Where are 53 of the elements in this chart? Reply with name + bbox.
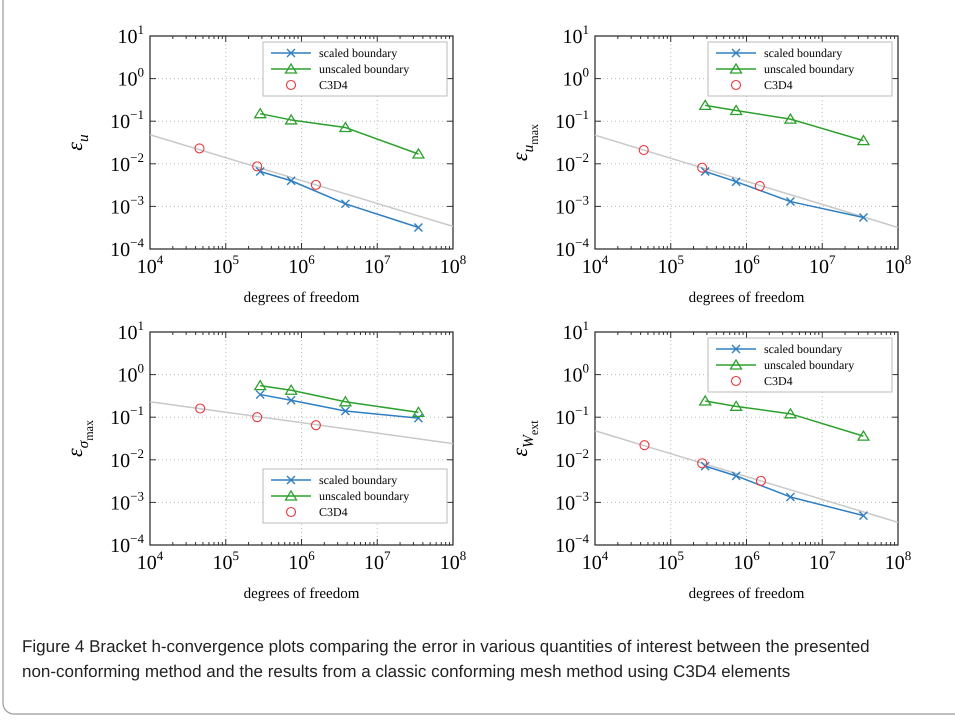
legend-label: scaled boundary: [764, 342, 842, 356]
y-tick-label: 10$^{−1}$: [110, 403, 144, 430]
y-tick-label: 10$^{−3}$: [555, 488, 589, 514]
legend-label: unscaled boundary: [764, 62, 854, 76]
y-tick-label: 10$^{−2}$: [110, 446, 144, 472]
y-tick-label: 10$^{−1}$: [555, 403, 589, 430]
y-tick-label: 10$^{0}$: [118, 360, 144, 387]
y-tick-label: 10$^{0}$: [562, 64, 589, 91]
x-tick-label: 10$^{6}$: [288, 548, 316, 574]
y-tick-label: 10$^{−2}$: [555, 150, 589, 176]
x-tick-label: 10$^{8}$: [440, 252, 466, 278]
legend-label: C3D4: [764, 78, 793, 92]
caption: Figure 4 Bracket h-convergence plots comparing the error in various quantities of interest between the presented non-conforming method and the results from a classic conforming mesh method using C3D4 elements: [22, 637, 870, 681]
x-axis-title: degrees of freedom: [244, 586, 360, 602]
x-tick-label: 10$^{7}$: [809, 252, 836, 278]
y-tick-label: 10$^{1}$: [562, 318, 589, 344]
x-tick-label: 10$^{6}$: [288, 252, 316, 278]
y-tick-label: 10$^{−2}$: [110, 150, 144, 176]
legend-label: unscaled boundary: [319, 489, 410, 503]
legend-label: scaled boundary: [319, 46, 398, 60]
legend-label: C3D4: [319, 78, 348, 92]
legend-label: C3D4: [319, 505, 348, 519]
x-tick-label: 10$^{8}$: [884, 548, 912, 574]
y-tick-label: 10$^{−3}$: [110, 192, 144, 218]
legend-label: unscaled boundary: [319, 62, 410, 76]
legend-label: scaled boundary: [319, 473, 398, 487]
y-tick-label: 10$^{−1}$: [110, 107, 144, 134]
y-tick-label: 10$^{−3}$: [555, 192, 589, 218]
x-axis-title: degrees of freedom: [244, 290, 360, 306]
x-tick-label: 10$^{5}$: [212, 252, 239, 278]
y-tick-label: 10$^{−2}$: [555, 446, 589, 472]
y-tick-label: 10$^{1}$: [118, 318, 144, 344]
x-axis-title: degrees of freedom: [688, 586, 805, 602]
x-tick-label: 10$^{8}$: [440, 548, 466, 574]
x-tick-label: 10$^{6}$: [733, 548, 760, 574]
x-tick-label: 10$^{8}$: [884, 252, 912, 278]
y-tick-label: 10$^{−3}$: [110, 488, 144, 514]
y-tick-label: 10$^{0}$: [562, 360, 589, 387]
x-tick-label: 10$^{7}$: [364, 548, 391, 574]
legend-label: scaled boundary: [764, 46, 842, 60]
y-tick-label: 10$^{1}$: [118, 22, 144, 48]
x-tick-label: 10$^{7}$: [809, 548, 836, 574]
x-tick-label: 10$^{5}$: [658, 252, 684, 278]
x-tick-label: 10$^{5}$: [658, 548, 684, 574]
x-tick-label: 10$^{7}$: [364, 252, 391, 278]
y-tick-label: 10$^{1}$: [562, 22, 589, 48]
x-tick-label: 10$^{5}$: [212, 548, 239, 574]
x-axis-title: degrees of freedom: [688, 290, 805, 306]
legend-label: unscaled boundary: [764, 358, 854, 372]
legend-label: C3D4: [764, 374, 793, 388]
y-tick-label: 10$^{−1}$: [555, 107, 589, 134]
x-tick-label: 10$^{6}$: [733, 252, 760, 278]
y-tick-label: 10$^{0}$: [118, 64, 144, 91]
